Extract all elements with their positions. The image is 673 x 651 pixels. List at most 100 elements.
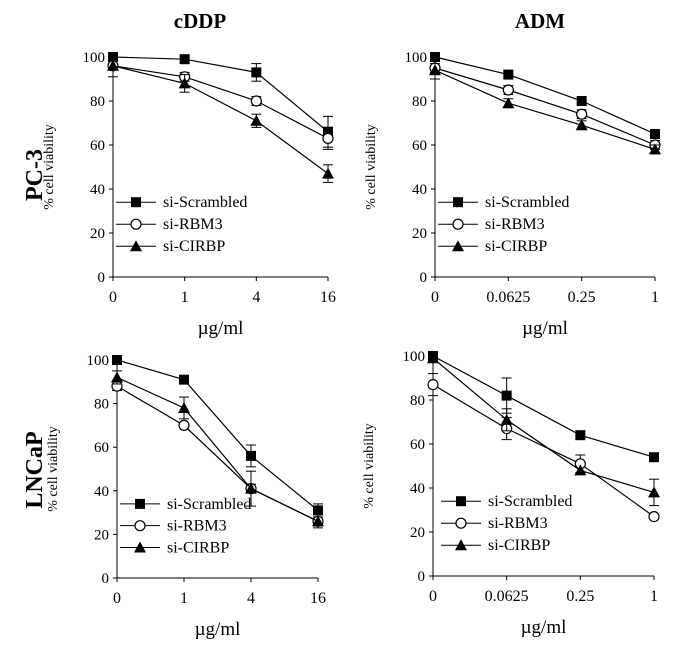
legend-label: si-CIRBP xyxy=(167,539,229,556)
series-line-si-CIRBP xyxy=(112,65,329,175)
y-axis-label: % cell viability xyxy=(362,423,377,509)
data-point-triangle xyxy=(649,143,661,155)
legend-label: si-RBM3 xyxy=(488,515,548,532)
y-tick-label: 20 xyxy=(410,525,425,541)
data-point-triangle xyxy=(107,59,119,71)
legend-label: si-RBM3 xyxy=(167,518,227,535)
y-axis-label: % cell viability xyxy=(46,426,61,512)
y-tick-label: 60 xyxy=(410,437,425,453)
x-tick-label: 0 xyxy=(109,289,117,306)
series-line-si-CIRBP xyxy=(432,357,655,493)
x-tick-label: 16 xyxy=(310,590,326,607)
y-tick-label: 80 xyxy=(94,397,109,413)
y-tick-label: 0 xyxy=(102,571,110,587)
data-point-triangle xyxy=(502,97,515,109)
y-tick-label: 40 xyxy=(410,481,425,497)
data-point-square xyxy=(650,129,660,139)
legend-label: si-Scrambled xyxy=(488,493,572,510)
legend-label: si-Scrambled xyxy=(485,194,569,211)
y-tick-label: 40 xyxy=(94,484,109,500)
series-line-si-CIRBP xyxy=(434,69,656,150)
data-point-square xyxy=(501,390,512,401)
chart-panel-2: 0 20 40 60 80 100 0 0.0625 0.25 1 µg/ml % cell viab… xyxy=(364,9,661,339)
data-point-circle xyxy=(502,84,514,96)
data-point-triangle xyxy=(178,401,190,413)
legend-label: si-CIRBP xyxy=(163,238,225,255)
data-point-square xyxy=(649,452,659,463)
legend-label: si-Scrambled xyxy=(167,496,251,513)
y-tick-label: 20 xyxy=(90,226,105,242)
y-tick-label: 60 xyxy=(412,138,427,154)
x-tick-label: 0.25 xyxy=(566,588,594,605)
data-point-triangle xyxy=(427,352,439,364)
legend-marker-circle xyxy=(130,218,142,230)
series-line-si-Scrambled xyxy=(434,56,656,135)
y-tick-label: 40 xyxy=(412,182,427,198)
data-point-triangle xyxy=(322,167,334,179)
y-axis-label: % cell viability xyxy=(364,124,379,210)
legend-marker-triangle xyxy=(130,240,142,252)
legend-marker-square xyxy=(131,197,141,208)
y-tick-label: 60 xyxy=(94,440,109,456)
series-line-si-Scrambled xyxy=(432,355,655,458)
series-line-si-RBM3 xyxy=(112,65,329,139)
x-tick-label: 16 xyxy=(320,289,336,306)
x-tick-label: 0.0625 xyxy=(486,289,530,306)
y-tick-label: 0 xyxy=(418,569,426,585)
data-point-square xyxy=(112,355,122,365)
data-point-triangle xyxy=(575,119,588,131)
data-point-square xyxy=(430,52,440,62)
x-tick-label: 0 xyxy=(113,590,121,607)
x-tick-label: 0 xyxy=(431,289,439,306)
data-point-triangle xyxy=(574,464,587,476)
y-tick-label: 0 xyxy=(98,270,106,286)
chart-title: ADM xyxy=(515,9,565,33)
x-axis-label: µg/ml xyxy=(195,619,241,640)
series-line-si-RBM3 xyxy=(434,67,656,146)
legend-marker-square xyxy=(135,498,145,509)
data-point-square xyxy=(313,505,323,516)
y-tick-label: 100 xyxy=(83,50,106,66)
x-tick-label: 0.25 xyxy=(568,289,596,306)
legend-marker-circle xyxy=(452,218,464,230)
data-point-triangle xyxy=(312,515,324,527)
legend-label: si-CIRBP xyxy=(488,537,550,554)
data-point-square xyxy=(503,69,514,80)
series-line-si-RBM3 xyxy=(432,384,655,518)
x-tick-label: 4 xyxy=(247,590,255,607)
y-tick-label: 80 xyxy=(412,94,427,110)
data-point-triangle xyxy=(245,482,257,494)
legend-label: si-RBM3 xyxy=(485,216,545,233)
data-point-triangle xyxy=(250,114,263,126)
row-label: PC-3 xyxy=(22,149,48,201)
x-tick-label: 1 xyxy=(651,289,659,306)
data-point-triangle xyxy=(500,413,513,425)
chart-panel-4: 0 20 40 60 80 100 0 0.0625 0.25 1 µg/ml % cell viab… xyxy=(362,349,660,638)
data-point-square xyxy=(251,67,262,78)
y-tick-label: 0 xyxy=(420,270,428,286)
data-point-circle xyxy=(648,510,660,523)
legend-marker-circle xyxy=(455,517,467,529)
y-tick-label: 40 xyxy=(90,182,105,198)
x-tick-label: 4 xyxy=(252,289,260,306)
legend-marker-triangle xyxy=(134,541,146,553)
legend-marker-square xyxy=(453,197,463,208)
data-point-triangle xyxy=(648,486,660,498)
data-point-square xyxy=(575,430,586,441)
y-tick-label: 60 xyxy=(90,138,105,154)
data-point-circle xyxy=(427,379,439,391)
x-tick-label: 1 xyxy=(181,289,189,306)
legend-label: si-Scrambled xyxy=(163,194,247,211)
x-tick-label: 0.0625 xyxy=(485,588,529,605)
legend-marker-triangle xyxy=(455,539,467,551)
data-point-triangle xyxy=(178,77,191,89)
y-tick-label: 20 xyxy=(412,226,427,242)
data-point-square xyxy=(246,450,256,461)
data-point-circle xyxy=(250,95,262,107)
x-tick-label: 0 xyxy=(429,588,437,605)
data-point-triangle xyxy=(429,64,441,76)
legend-marker-square xyxy=(456,496,466,507)
y-tick-label: 80 xyxy=(410,393,425,409)
